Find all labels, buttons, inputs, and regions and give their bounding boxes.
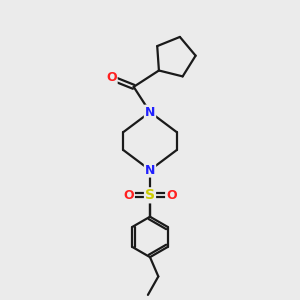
Text: O: O (166, 189, 177, 202)
Text: N: N (145, 164, 155, 177)
Text: O: O (106, 71, 117, 84)
Text: O: O (123, 189, 134, 202)
Text: S: S (145, 188, 155, 202)
Text: N: N (145, 106, 155, 118)
